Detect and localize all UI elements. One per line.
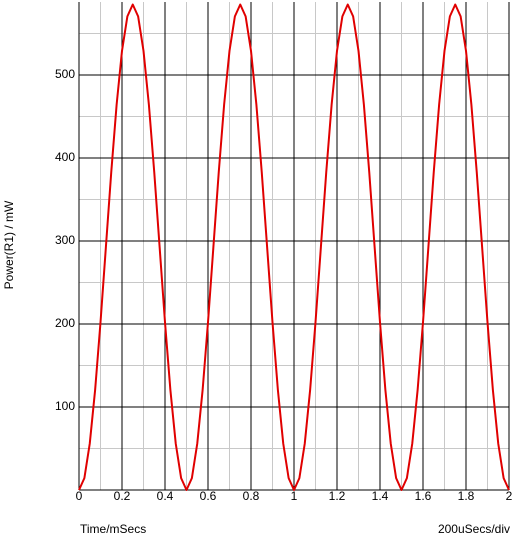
y-tick-label: 100 [55,399,75,413]
y-tick-label: 200 [55,316,75,330]
y-tick-label: 400 [55,150,75,164]
y-tick-label: 300 [55,233,75,247]
x-tick-label: 2 [506,489,512,503]
x-tick-label: 1 [291,489,298,503]
x-tick-label: 0.8 [243,489,260,503]
x-tick-label: 0 [76,489,83,503]
x-tick-label: 0.2 [114,489,131,503]
x-tick-label: 0.4 [157,489,174,503]
scale-label: 200uSecs/div [438,522,510,536]
x-tick-label: 1.6 [415,489,432,503]
x-tick-label: 1.8 [458,489,475,503]
x-tick-label: 0.6 [200,489,217,503]
x-tick-label: 1.4 [372,489,389,503]
x-axis-label: Time/mSecs [80,522,146,536]
x-tick-label: 1.2 [329,489,346,503]
y-tick-label: 500 [55,67,75,81]
y-axis-label: Power(R1) / mW [2,200,16,289]
series-line [78,3,510,491]
